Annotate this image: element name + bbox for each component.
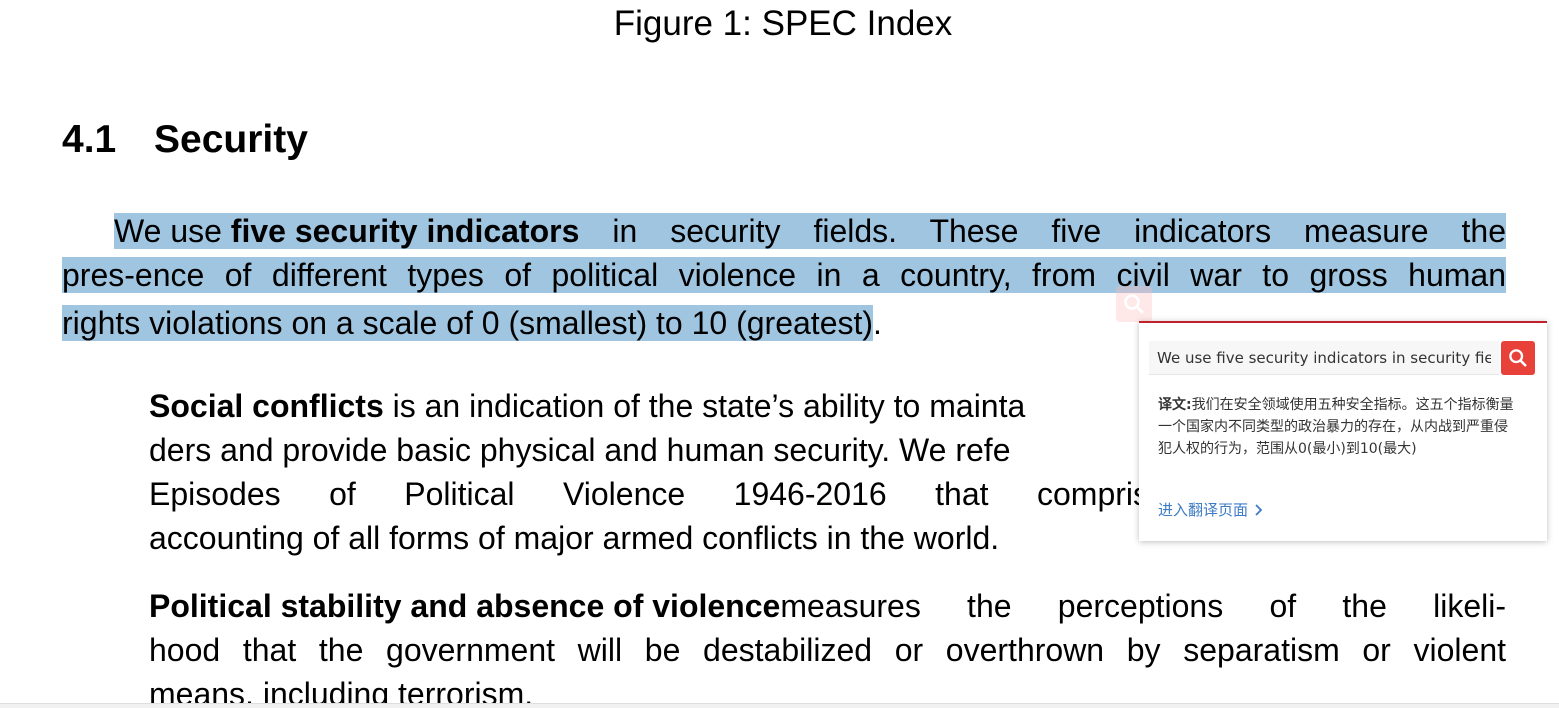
page-bottom-edge bbox=[0, 703, 1559, 708]
section-number: 4.1 bbox=[62, 118, 117, 161]
selected-text-line-3[interactable]: rights violations on a scale of 0 (small… bbox=[62, 305, 874, 341]
item1-line-1: Social conflicts is an indication of the… bbox=[149, 384, 1506, 428]
indicator-social-conflicts: Social conflicts is an indication of the… bbox=[149, 384, 1506, 560]
item1-line-2: ders and provide basic physical and huma… bbox=[149, 432, 1011, 468]
item2-line-2: hood that the government will be destabi… bbox=[149, 632, 1506, 668]
popup-search-row bbox=[1149, 341, 1537, 375]
section-title: Security bbox=[154, 118, 308, 161]
item1-word: of bbox=[329, 476, 356, 512]
selection-search-bubble[interactable] bbox=[1116, 286, 1152, 322]
chevron-right-icon bbox=[1255, 503, 1263, 516]
item1-line-3: Episodes of Political Violence 1946-2016… bbox=[149, 472, 1149, 516]
figure-caption: Figure 1: SPEC Index bbox=[613, 4, 953, 43]
item1-line-4: accounting of all forms of major armed c… bbox=[149, 520, 1000, 556]
item1-term: Social conflicts bbox=[149, 388, 384, 424]
translation-label: 译文: bbox=[1158, 397, 1192, 413]
translation-text: 我们在安全领域使用五种安全指标。这五个指标衡量一个国家内不同类型的政治暴力的存在… bbox=[1158, 397, 1514, 457]
section-heading: 4.1 Security bbox=[62, 115, 308, 165]
intro-line-1-words: We use five security indicators in secur… bbox=[114, 213, 1506, 249]
intro-line-2[interactable]: pres-ence of different types of politica… bbox=[62, 257, 1506, 301]
intro-line-3-tail: . bbox=[873, 305, 882, 341]
search-icon bbox=[1509, 349, 1527, 367]
indicator-political-stability: Political stability and absence of viole… bbox=[149, 584, 1506, 708]
item2-line-1-rest: measures the perceptions of the likeli- bbox=[780, 588, 1506, 624]
intro-bold-term: five security indicators bbox=[230, 213, 580, 249]
intro-paragraph[interactable]: We use five security indicators in secur… bbox=[62, 209, 1506, 345]
item2-term: Political stability and absence of viole… bbox=[149, 588, 781, 624]
item2-line-1: Political stability and absence of viole… bbox=[149, 584, 1506, 628]
selected-text-line-2[interactable]: pres-ence of different types of politica… bbox=[62, 257, 1506, 293]
intro-line-1[interactable]: We use five security indicators in secur… bbox=[62, 209, 1506, 253]
goto-translate-page-label: 进入翻译页面 bbox=[1158, 501, 1249, 519]
item1-word: compris bbox=[1036, 476, 1149, 512]
item1-line-1-rest: is an indication of the state’s ability … bbox=[383, 388, 1026, 424]
search-icon bbox=[1124, 294, 1144, 314]
translate-query-input[interactable] bbox=[1149, 341, 1499, 375]
item1-word: 1946-2016 bbox=[733, 476, 887, 512]
selected-text-line-1[interactable]: We use five security indicators in secur… bbox=[114, 213, 1506, 249]
translate-search-button[interactable] bbox=[1501, 341, 1535, 375]
item1-word: Violence bbox=[563, 476, 686, 512]
item1-word: Political bbox=[404, 476, 515, 512]
item2-line-3: means, including terrorism. bbox=[149, 676, 534, 708]
translation-popup: 译文:我们在安全领域使用五种安全指标。这五个指标衡量一个国家内不同类型的政治暴力… bbox=[1139, 321, 1547, 541]
item1-word: Episodes bbox=[149, 476, 281, 512]
intro-line-3[interactable]: rights violations on a scale of 0 (small… bbox=[62, 301, 1506, 345]
item1-word: that bbox=[935, 476, 989, 512]
goto-translate-page-link[interactable]: 进入翻译页面 bbox=[1158, 499, 1264, 520]
translation-result: 译文:我们在安全领域使用五种安全指标。这五个指标衡量一个国家内不同类型的政治暴力… bbox=[1158, 394, 1520, 460]
intro-line-1-a: We use bbox=[114, 213, 231, 249]
intro-line-1-c: in security fields. These five indicator… bbox=[579, 213, 1506, 249]
